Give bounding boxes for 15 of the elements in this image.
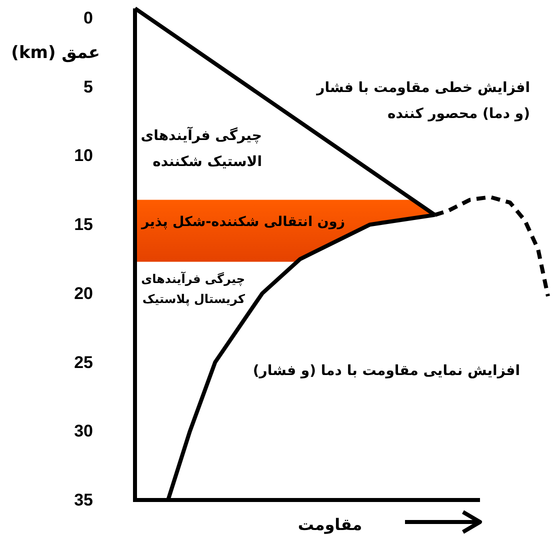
y-tick-label: 30 — [74, 422, 93, 441]
y-tick-label: 0 — [84, 8, 93, 28]
band-label: زون انتقالی شکننده-شکل پذیر — [140, 214, 345, 230]
annotation: چیرگی فرآیندهای الاستیک شکننده — [140, 126, 262, 170]
y-tick-label: 15 — [74, 215, 93, 234]
annotation: افزایش خطی مقاومت با فشار (و دما) محصور کننده — [316, 80, 530, 122]
y-axis-title: عمق (km) — [11, 43, 100, 63]
y-tick-label: 25 — [74, 352, 93, 372]
y-tick-label: 5 — [84, 77, 93, 96]
annotation: افزایش نمایی مقاومت با دما (و فشار) — [252, 363, 520, 379]
y-tick-label: 20 — [74, 284, 93, 303]
y-tick-label: 35 — [74, 490, 93, 510]
y-tick-label: 10 — [74, 146, 93, 166]
annotation: چیرگی فرآیندهای کریستال پلاستیک — [141, 271, 246, 306]
x-axis-title: مقاومت — [298, 515, 362, 534]
